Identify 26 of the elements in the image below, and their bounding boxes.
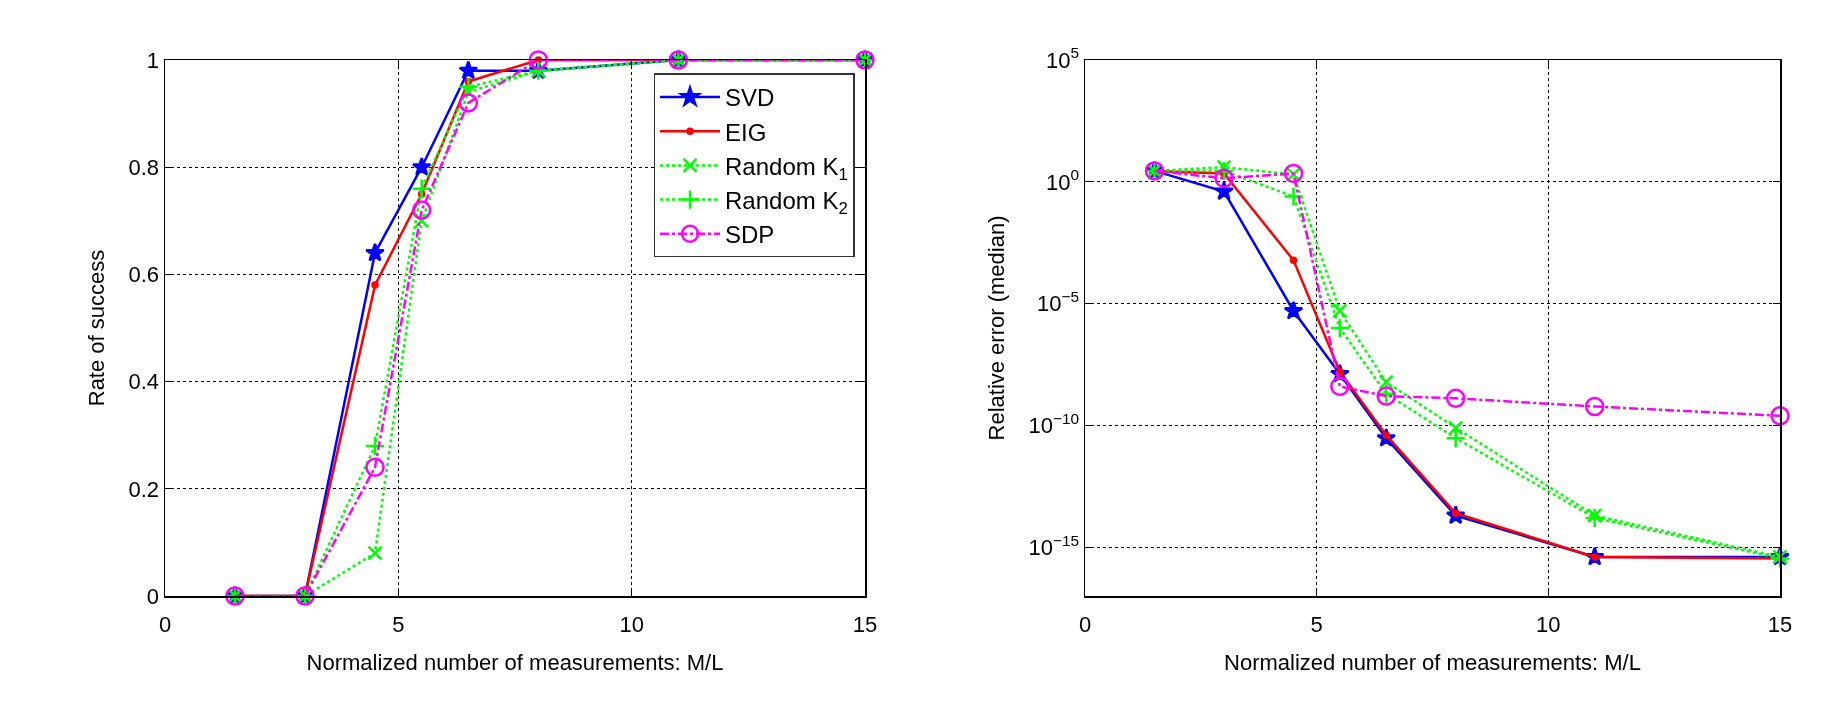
y-tick-label: 10$^{5}$: [1046, 44, 1080, 73]
y-tick-label: 10$^{0}$: [1046, 166, 1080, 195]
legend-label: SDP: [725, 221, 775, 249]
y-tick-label: 0.2: [128, 476, 160, 502]
legend-label: SVD: [725, 84, 775, 112]
x-tick-label: 5: [392, 611, 405, 637]
y-tick-label: 0.6: [128, 262, 160, 288]
y-axis-title: Rate of success: [83, 249, 109, 407]
x-tick-label: 10: [1536, 611, 1561, 637]
y-tick-label: 10$^{−5}$: [1037, 288, 1080, 317]
legend-label: Random K$_{1}$: [725, 152, 848, 184]
y-tick-label: 0.8: [128, 154, 160, 180]
y-tick-label: 0.4: [128, 369, 160, 395]
y-tick-label: 0: [146, 583, 160, 609]
y-tick-label: 1: [146, 47, 160, 73]
legend-label: EIG: [725, 118, 767, 146]
x-tick-label: 15: [1767, 611, 1793, 637]
x-axis-title: Normalized number of measurements: M/L: [306, 649, 724, 675]
y-tick-label: 10$^{−10}$: [1028, 409, 1080, 439]
x-tick-label: 5: [1310, 611, 1323, 637]
x-axis-title: Normalized number of measurements: M/L: [1224, 649, 1641, 675]
x-tick-label: 15: [852, 611, 878, 637]
x-tick-label: 10: [619, 611, 644, 637]
legend-label: Random K$_{2}$: [725, 186, 848, 218]
y-axis-title: Relative error (median): [983, 215, 1009, 441]
y-tick-label: 10$^{−15}$: [1028, 531, 1080, 560]
